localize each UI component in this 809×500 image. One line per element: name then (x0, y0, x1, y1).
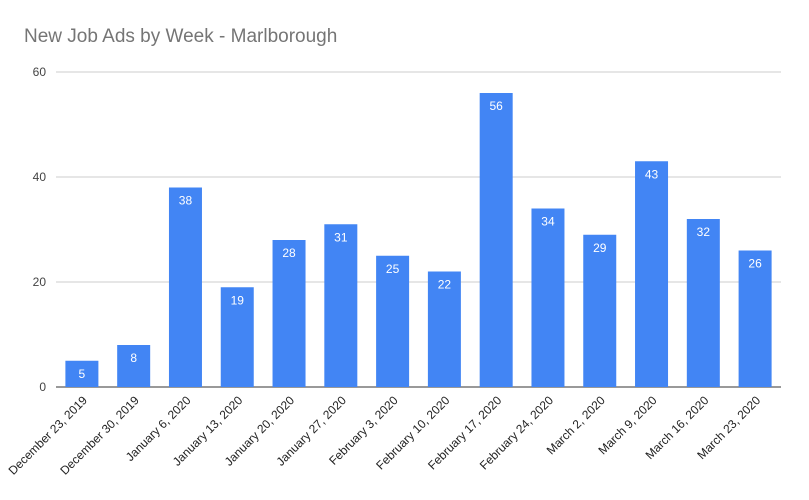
bar-data-label: 34 (541, 215, 555, 229)
bar-data-label: 56 (489, 99, 503, 113)
bar (479, 93, 513, 387)
bar (583, 234, 617, 387)
y-tick-label: 0 (39, 380, 46, 394)
bar-data-label: 38 (179, 194, 193, 208)
bar (531, 208, 565, 387)
bar-data-label: 43 (645, 167, 659, 181)
bar (220, 287, 254, 387)
bar (324, 224, 358, 387)
bar (635, 161, 669, 387)
bar-data-label: 25 (386, 262, 400, 276)
bars: 5 8 38 19 28 31 25 22 56 34 29 43 32 26 (65, 93, 772, 387)
chart-title: New Job Ads by Week - Marlborough (24, 26, 338, 47)
bar-data-label: 26 (748, 257, 762, 271)
bar-data-label: 22 (438, 278, 452, 292)
bar-data-label: 29 (593, 241, 607, 255)
bar (686, 219, 720, 387)
y-tick-label: 40 (33, 170, 47, 184)
bar-data-label: 32 (697, 225, 711, 239)
bar (117, 345, 151, 387)
y-axis-ticks: 0 20 40 60 (33, 65, 47, 394)
bar (272, 240, 306, 387)
bar (738, 250, 772, 387)
bar-data-label: 19 (231, 293, 245, 307)
y-tick-label: 20 (33, 275, 47, 289)
bar-data-label: 5 (79, 367, 86, 381)
y-tick-label: 60 (33, 65, 47, 79)
bar (376, 255, 410, 387)
bar (168, 187, 202, 387)
bar (65, 360, 99, 387)
bar-data-label: 28 (282, 246, 296, 260)
bar-data-label: 8 (130, 351, 137, 365)
bar (427, 271, 461, 387)
gridlines (56, 71, 781, 388)
bar-data-label: 31 (334, 230, 348, 244)
